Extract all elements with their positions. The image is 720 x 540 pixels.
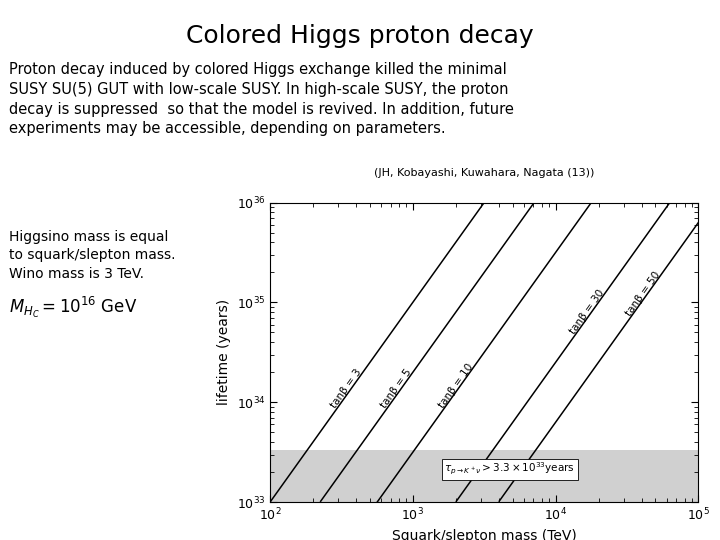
Text: tanβ = 10: tanβ = 10 [436,362,475,410]
Text: $\tau_{p\rightarrow K^+\nu} > 3.3 \times 10^{33}$years: $\tau_{p\rightarrow K^+\nu} > 3.3 \times… [444,461,575,477]
Y-axis label: lifetime (years): lifetime (years) [217,299,231,406]
Text: $M_{H_C} = 10^{16}$ GeV: $M_{H_C} = 10^{16}$ GeV [9,294,137,320]
X-axis label: Squark/slepton mass (TeV): Squark/slepton mass (TeV) [392,529,577,540]
Text: Colored Higgs proton decay: Colored Higgs proton decay [186,24,534,48]
Text: Higgsino mass is equal: Higgsino mass is equal [9,230,168,244]
Text: Wino mass is 3 TeV.: Wino mass is 3 TeV. [9,267,143,281]
Text: tanβ = 5: tanβ = 5 [379,367,413,410]
Text: Proton decay induced by colored Higgs exchange killed the minimal
SUSY SU(5) GUT: Proton decay induced by colored Higgs ex… [9,62,513,137]
Text: tanβ = 50: tanβ = 50 [624,269,662,318]
Text: to squark/slepton mass.: to squark/slepton mass. [9,248,175,262]
Text: (JH, Kobayashi, Kuwahara, Nagata (13)): (JH, Kobayashi, Kuwahara, Nagata (13)) [374,168,595,178]
Text: tanβ = 30: tanβ = 30 [568,288,606,336]
Bar [270,450,698,502]
Text: tanβ = 3: tanβ = 3 [329,367,364,410]
